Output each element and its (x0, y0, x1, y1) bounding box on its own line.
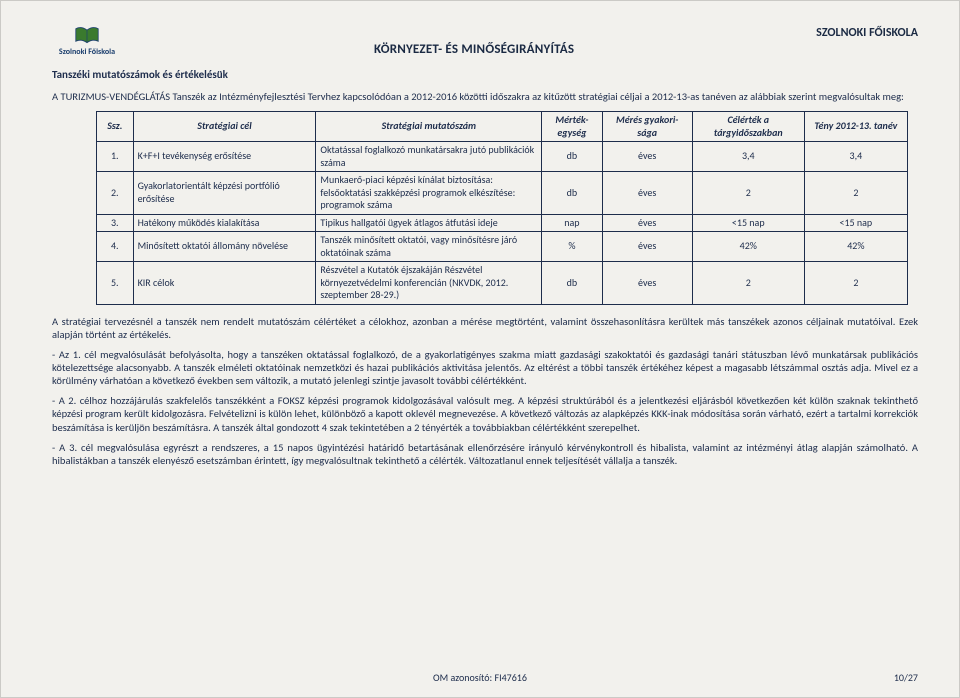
cell-gy: éves (602, 214, 692, 232)
cell-ssz: 1. (97, 142, 134, 172)
cell-mut: Részvétel a Kutatók éjszakáján Részvétel… (316, 262, 542, 305)
cell-te: 3,4 (804, 142, 907, 172)
table-row: 4. Minősített oktatói állomány növelése … (97, 232, 908, 262)
cell-me: db (542, 262, 602, 305)
col-header-me: Mérték-egység (542, 112, 602, 142)
cell-gy: éves (602, 262, 692, 305)
cell-me: nap (542, 214, 602, 232)
cell-me: db (542, 142, 602, 172)
cell-cel: Hatékony működés kialakítása (133, 214, 316, 232)
cell-mut: Oktatással foglalkozó munkatársakra jutó… (316, 142, 542, 172)
section-title: Tanszéki mutatószámok és értékelésük (52, 68, 918, 82)
paragraph-4: - A 3. cél megvalósulása egyrészt a rend… (52, 441, 918, 467)
cell-ce: 2 (692, 262, 804, 305)
cell-cel: K+F+I tevékenység erősítése (133, 142, 316, 172)
cell-me: % (542, 232, 602, 262)
book-logo-icon (73, 24, 101, 46)
cell-ssz: 5. (97, 262, 134, 305)
page-header: Szolnoki Főiskola KÖRNYEZET- ÉS MINŐSÉGI… (42, 24, 918, 58)
cell-gy: éves (602, 232, 692, 262)
paragraph-3: - A 2. célhoz hozzájárulás szakfelelős t… (52, 394, 918, 433)
cell-te: 2 (804, 262, 907, 305)
indicators-table: Ssz. Stratégiai cél Stratégiai mutatószá… (96, 111, 908, 305)
paragraph-2: - Az 1. cél megvalósulását befolyásolta,… (52, 348, 918, 387)
document-title: KÖRNYEZET- ÉS MINŐSÉGIRÁNYÍTÁS (132, 24, 816, 58)
col-header-gy: Mérés gyakori-sága (602, 112, 692, 142)
table-row: 1. K+F+I tevékenység erősítése Oktatássa… (97, 142, 908, 172)
table-row: 5. KIR célok Részvétel a Kutatók éjszaká… (97, 262, 908, 305)
cell-te: 2 (804, 172, 907, 215)
table-row: 3. Hatékony működés kialakítása Tipikus … (97, 214, 908, 232)
cell-ce: <15 nap (692, 214, 804, 232)
cell-ssz: 2. (97, 172, 134, 215)
cell-te: 42% (804, 232, 907, 262)
cell-ssz: 4. (97, 232, 134, 262)
cell-ce: 2 (692, 172, 804, 215)
table-body: 1. K+F+I tevékenység erősítése Oktatássa… (97, 142, 908, 305)
organization-name: SZOLNOKI FŐISKOLA (816, 24, 918, 41)
cell-ssz: 3. (97, 214, 134, 232)
cell-mut: Tanszék minősített oktatói, vagy minősít… (316, 232, 542, 262)
cell-cel: Gyakorlatorientált képzési portfólió erő… (133, 172, 316, 215)
cell-cel: Minősített oktatói állomány növelése (133, 232, 316, 262)
cell-gy: éves (602, 142, 692, 172)
cell-me: db (542, 172, 602, 215)
col-header-ce: Célérték a tárgyidőszakban (692, 112, 804, 142)
logo: Szolnoki Főiskola (42, 24, 132, 57)
table-header-row: Ssz. Stratégiai cél Stratégiai mutatószá… (97, 112, 908, 142)
cell-ce: 3,4 (692, 142, 804, 172)
col-header-te: Tény 2012-13. tanév (804, 112, 907, 142)
logo-text: Szolnoki Főiskola (59, 47, 115, 57)
col-header-ssz: Ssz. (97, 112, 134, 142)
cell-cel: KIR célok (133, 262, 316, 305)
intro-paragraph: A TURIZMUS-VENDÉGLÁTÁS Tanszék az Intézm… (52, 90, 918, 103)
cell-te: <15 nap (804, 214, 907, 232)
footer-center: OM azonosító: FI47616 (0, 672, 960, 685)
table-row: 2. Gyakorlatorientált képzési portfólió … (97, 172, 908, 215)
col-header-mut: Stratégiai mutatószám (316, 112, 542, 142)
paragraph-1: A stratégiai tervezésnél a tanszék nem r… (52, 315, 918, 341)
page-footer: OM azonosító: FI47616 10/27 (0, 672, 960, 685)
cell-mut: Tipikus hallgatói ügyek átlagos átfutási… (316, 214, 542, 232)
body-text: A stratégiai tervezésnél a tanszék nem r… (52, 315, 918, 467)
cell-ce: 42% (692, 232, 804, 262)
cell-gy: éves (602, 172, 692, 215)
col-header-cel: Stratégiai cél (133, 112, 316, 142)
cell-mut: Munkaerő-piaci képzési kínálat biztosítá… (316, 172, 542, 215)
